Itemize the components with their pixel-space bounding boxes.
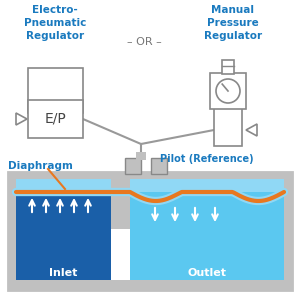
FancyBboxPatch shape xyxy=(125,158,141,174)
FancyBboxPatch shape xyxy=(210,73,246,109)
Text: Manual
Pressure
Regulator: Manual Pressure Regulator xyxy=(204,5,262,41)
FancyBboxPatch shape xyxy=(222,60,234,74)
FancyBboxPatch shape xyxy=(111,179,130,229)
FancyBboxPatch shape xyxy=(16,192,111,280)
FancyBboxPatch shape xyxy=(28,100,83,138)
FancyBboxPatch shape xyxy=(130,192,284,280)
FancyBboxPatch shape xyxy=(151,158,167,174)
FancyBboxPatch shape xyxy=(16,179,284,192)
Text: Electro-
Pneumatic
Regulator: Electro- Pneumatic Regulator xyxy=(24,5,86,41)
Text: – OR –: – OR – xyxy=(127,37,161,47)
FancyBboxPatch shape xyxy=(28,68,83,113)
Text: Pilot (Reference): Pilot (Reference) xyxy=(160,154,254,164)
Text: E/P: E/P xyxy=(45,112,66,126)
Text: Diaphragm: Diaphragm xyxy=(8,161,73,171)
FancyBboxPatch shape xyxy=(270,285,292,290)
Text: Inlet: Inlet xyxy=(49,268,77,278)
FancyBboxPatch shape xyxy=(214,108,242,146)
Text: Outlet: Outlet xyxy=(188,268,226,278)
FancyBboxPatch shape xyxy=(8,172,292,290)
FancyBboxPatch shape xyxy=(136,152,146,160)
FancyBboxPatch shape xyxy=(8,285,30,290)
FancyBboxPatch shape xyxy=(16,179,284,280)
